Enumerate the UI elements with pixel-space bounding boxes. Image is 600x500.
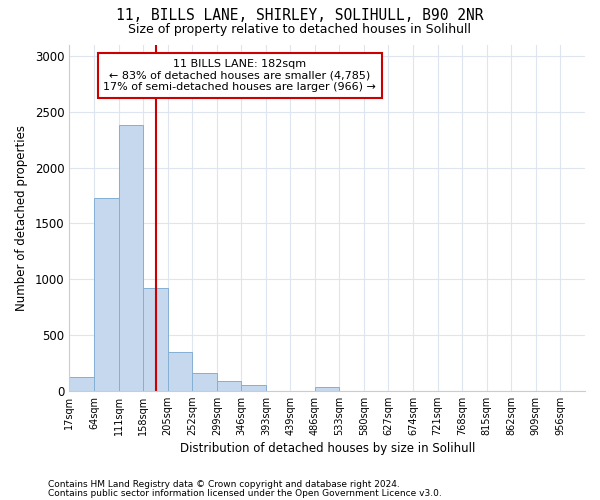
Bar (241, 384, 266, 390)
Bar (70, 378, 94, 390)
Bar (168, 352, 193, 391)
Bar (314, 387, 339, 390)
Bar (143, 288, 168, 390)
Text: 11, BILLS LANE, SHIRLEY, SOLIHULL, B90 2NR: 11, BILLS LANE, SHIRLEY, SOLIHULL, B90 2… (116, 8, 484, 22)
Text: Contains public sector information licensed under the Open Government Licence v3: Contains public sector information licen… (48, 488, 442, 498)
Y-axis label: Number of detached properties: Number of detached properties (15, 125, 28, 311)
X-axis label: Distribution of detached houses by size in Solihull: Distribution of detached houses by size … (179, 442, 475, 455)
Text: 11 BILLS LANE: 182sqm
← 83% of detached houses are smaller (4,785)
17% of semi-d: 11 BILLS LANE: 182sqm ← 83% of detached … (103, 59, 376, 92)
Bar (193, 374, 217, 390)
Text: Contains HM Land Registry data © Crown copyright and database right 2024.: Contains HM Land Registry data © Crown c… (48, 480, 400, 489)
Bar (94, 198, 119, 390)
Bar (119, 126, 143, 390)
Text: Size of property relative to detached houses in Solihull: Size of property relative to detached ho… (128, 22, 472, 36)
Bar (217, 380, 241, 390)
